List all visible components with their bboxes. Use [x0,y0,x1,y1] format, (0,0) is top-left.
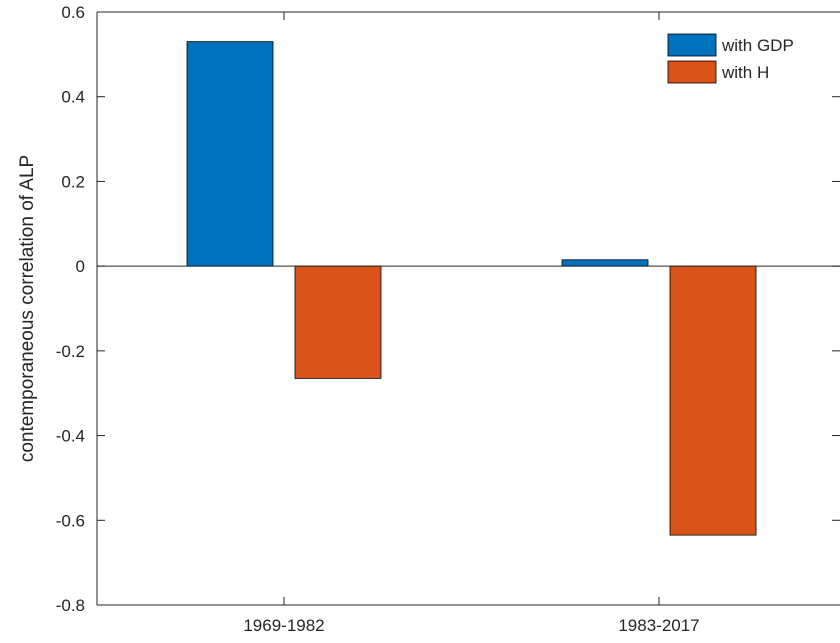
y-tick-label: -0.2 [56,342,85,361]
y-axis-label: contemporaneous correlation of ALP [17,155,38,462]
legend-swatch-gdp [667,33,717,57]
y-tick-label: 0 [76,257,85,276]
plot-area: -0.8 -0.6 -0.4 -0.2 0 0.2 0.4 0.6 1969-1982 1983-… [56,3,840,635]
y-tick-label: -0.4 [56,427,85,446]
bar-gdp-2 [561,259,649,267]
legend-label-gdp: with GDP [721,36,794,55]
y-tick-label: 0.6 [61,3,85,22]
y-tick-label: -0.6 [56,511,85,530]
legend-swatch-h [667,60,717,84]
bar-h-1 [294,265,382,379]
bar-h-2 [669,265,757,536]
bar-gdp-1 [186,41,274,267]
x-tick-label: 1969-1982 [243,616,324,635]
y-tick-label: -0.8 [56,596,85,615]
legend-label-h: with H [721,63,769,82]
x-tick-label: 1983-2017 [618,616,699,635]
y-tick-label: 0.4 [61,88,85,107]
legend: with GDP with H [667,33,794,84]
y-tick-label: 0.2 [61,172,85,191]
